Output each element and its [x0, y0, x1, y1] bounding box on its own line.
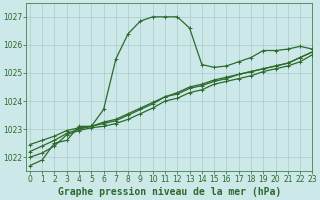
X-axis label: Graphe pression niveau de la mer (hPa): Graphe pression niveau de la mer (hPa)	[58, 187, 281, 197]
